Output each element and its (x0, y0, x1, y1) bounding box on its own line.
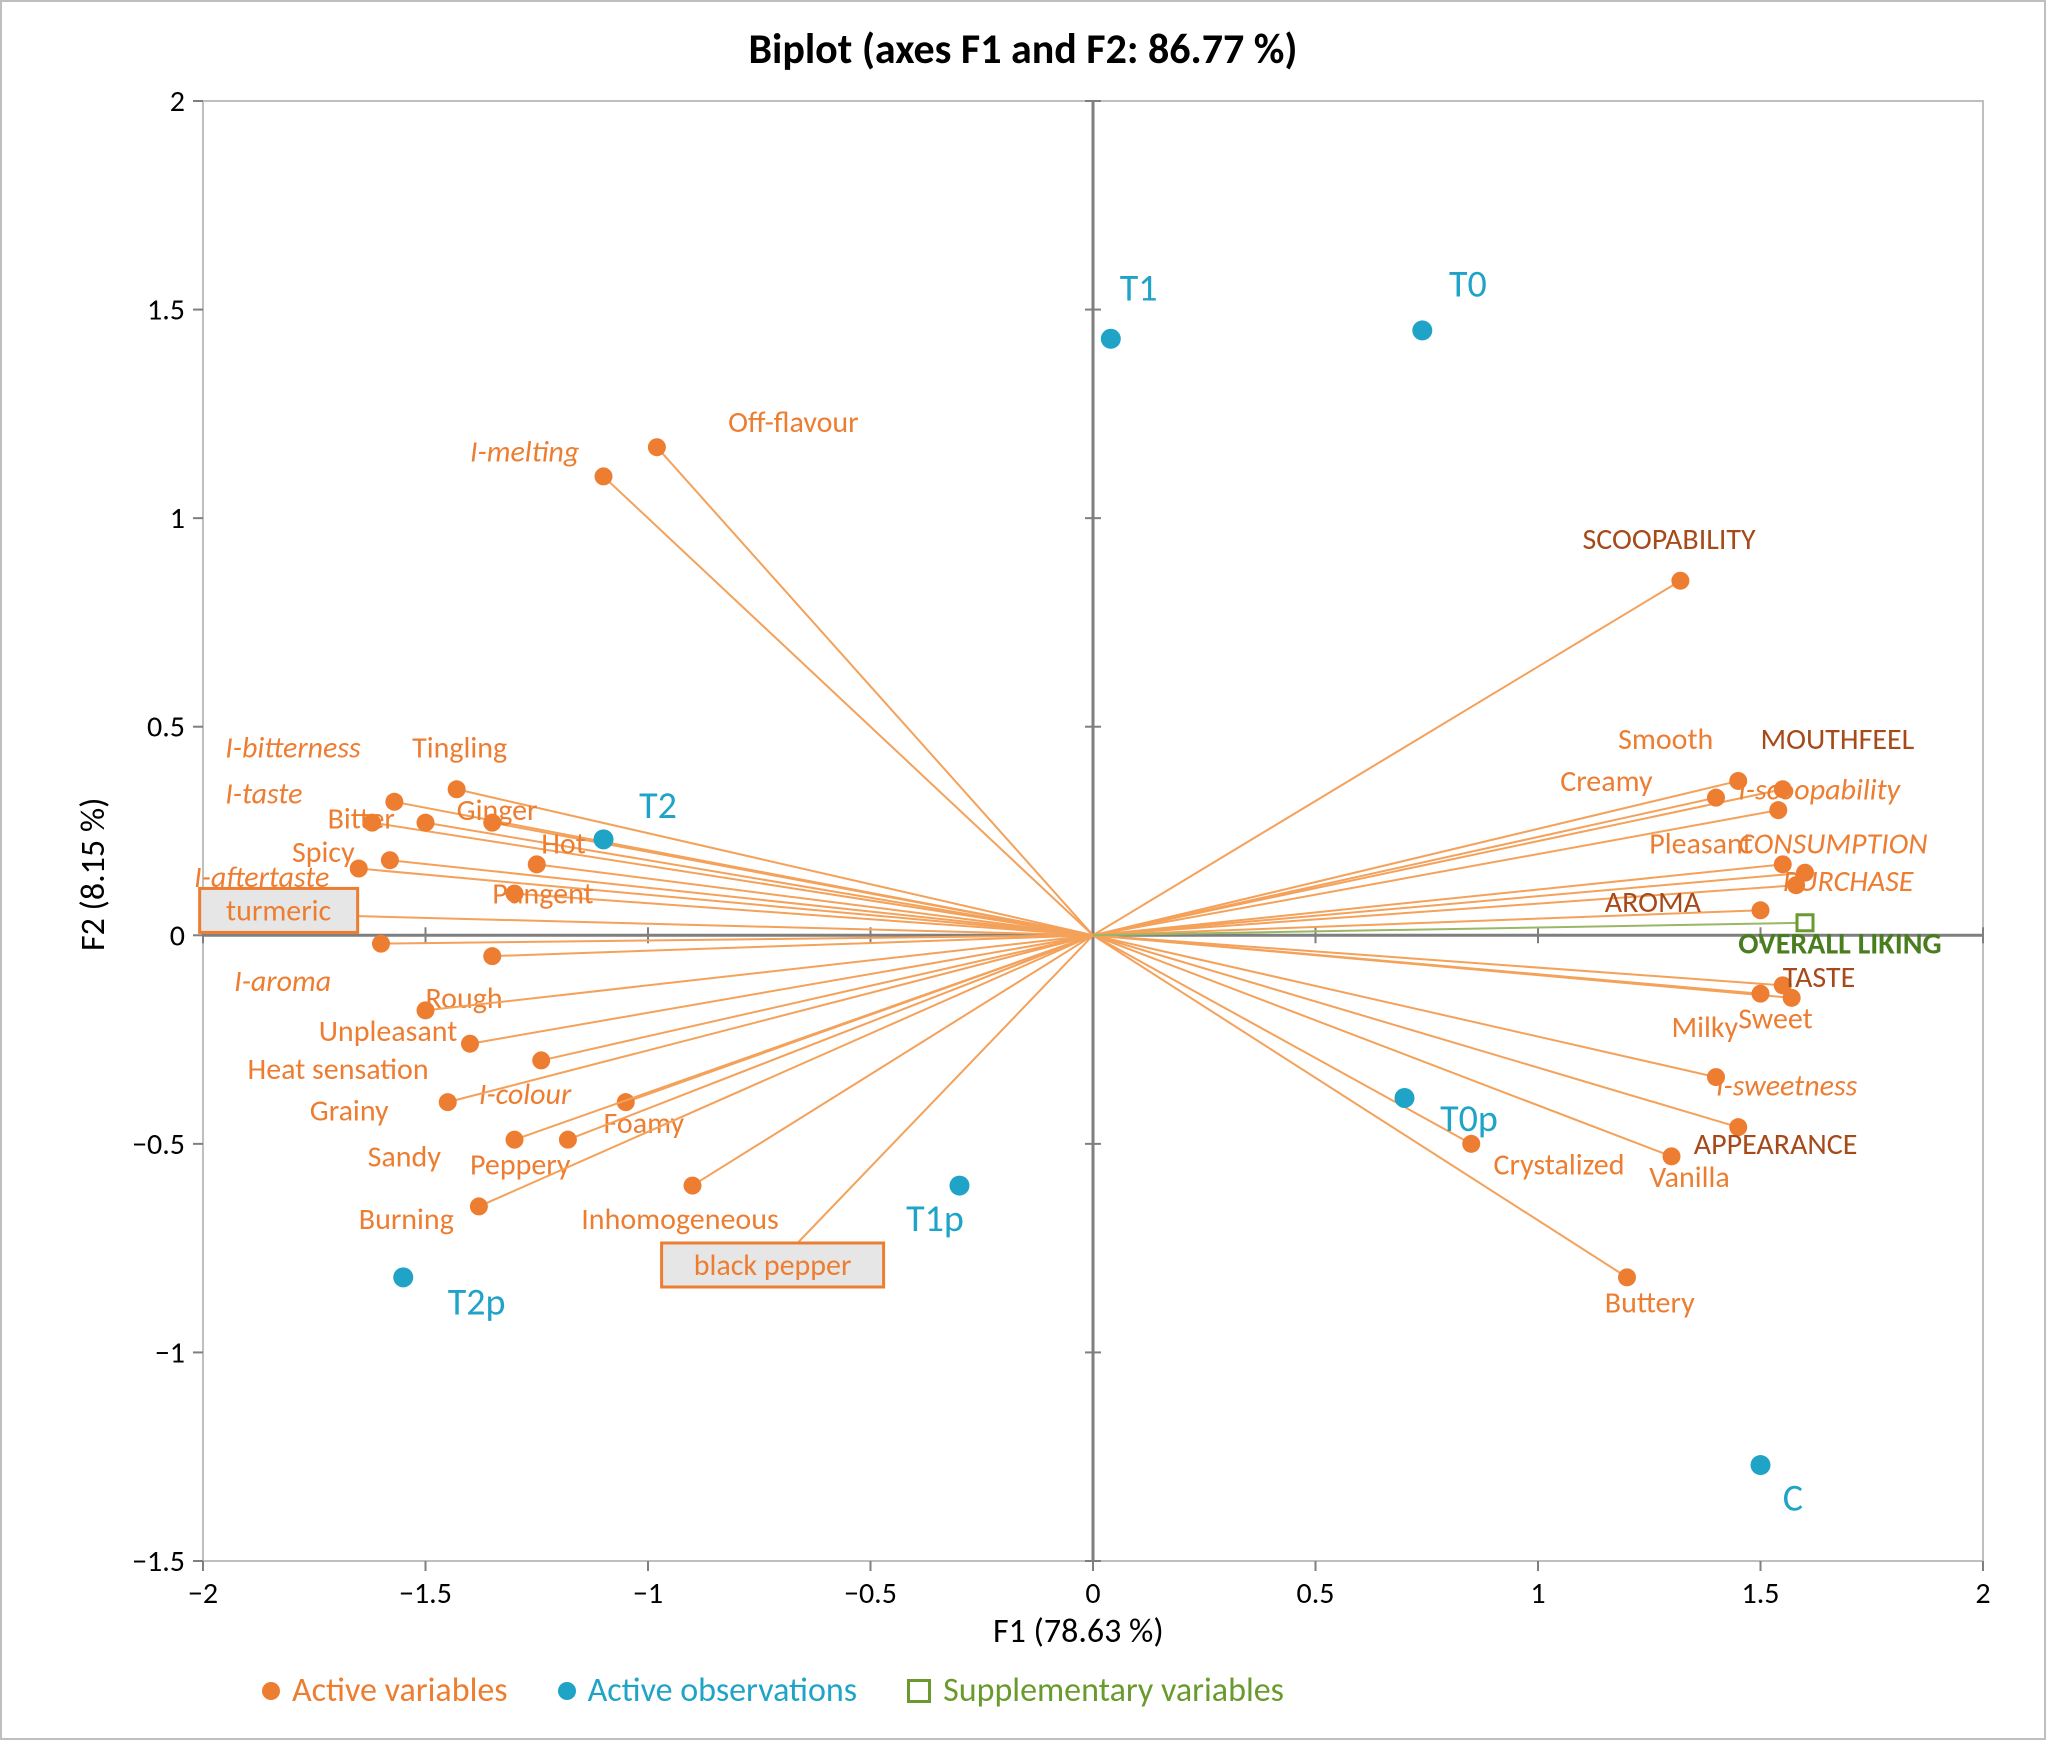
legend-label: Active variables (292, 1670, 508, 1711)
svg-text:I-melting: I-melting (470, 433, 580, 470)
svg-text:PURCHASE: PURCHASE (1783, 863, 1914, 900)
svg-text:−2: −2 (188, 1575, 218, 1612)
svg-text:T0p: T0p (1440, 1096, 1498, 1142)
svg-text:black pepper: black pepper (694, 1247, 852, 1284)
svg-text:T2p: T2p (448, 1279, 506, 1325)
svg-text:1.5: 1.5 (1742, 1575, 1780, 1612)
svg-text:Tingling: Tingling (412, 730, 507, 767)
svg-text:−1: −1 (633, 1575, 663, 1612)
svg-text:0.5: 0.5 (1297, 1575, 1335, 1612)
svg-text:Ginger: Ginger (457, 792, 538, 829)
svg-text:2: 2 (1975, 1575, 1990, 1612)
svg-text:Milky: Milky (1672, 1009, 1739, 1046)
plot-area-wrap: −2−1.5−1−0.500.511.52−1.5−1−0.500.511.52… (43, 81, 2003, 1641)
svg-text:I-aftertaste: I-aftertaste (194, 859, 329, 896)
legend-dot-icon (262, 1682, 280, 1700)
svg-text:Burning: Burning (359, 1201, 454, 1238)
svg-text:Off-flavour: Off-flavour (728, 404, 859, 441)
svg-text:Buttery: Buttery (1605, 1284, 1695, 1321)
svg-text:T0: T0 (1449, 262, 1487, 308)
svg-text:T2: T2 (639, 783, 677, 829)
chart-legend: Active variables Active observations Sup… (262, 1670, 1284, 1711)
legend-item-active-variables: Active variables (262, 1670, 508, 1711)
svg-text:Crystalized: Crystalized (1494, 1147, 1625, 1184)
svg-text:MOUTHFEEL: MOUTHFEEL (1761, 721, 1915, 758)
svg-text:Vanilla: Vanilla (1649, 1159, 1730, 1196)
legend-item-supplementary-variables: Supplementary variables (907, 1670, 1284, 1711)
svg-text:C: C (1783, 1475, 1803, 1521)
svg-text:2: 2 (170, 83, 185, 120)
biplot-svg: −2−1.5−1−0.500.511.52−1.5−1−0.500.511.52… (43, 81, 2003, 1641)
svg-text:0: 0 (170, 917, 185, 954)
svg-text:I-scoopability: I-scoopability (1738, 771, 1901, 808)
legend-item-active-observations: Active observations (558, 1670, 858, 1711)
svg-text:Bitter: Bitter (328, 800, 395, 837)
svg-text:Heat sensation: Heat sensation (248, 1051, 429, 1088)
svg-text:Sweet: Sweet (1738, 1001, 1812, 1038)
svg-text:−0.5: −0.5 (132, 1126, 185, 1163)
svg-text:Pungent: Pungent (492, 876, 593, 913)
svg-text:turmeric: turmeric (226, 892, 332, 929)
svg-text:−1.5: −1.5 (399, 1575, 452, 1612)
svg-text:−1: −1 (155, 1334, 185, 1371)
chart-title: Biplot (axes F1 and F2: 86.77 %) (26, 24, 2020, 75)
svg-text:Sandy: Sandy (368, 1138, 442, 1175)
svg-text:I-taste: I-taste (225, 775, 302, 812)
legend-square-icon (907, 1679, 931, 1703)
svg-text:0: 0 (1085, 1575, 1100, 1612)
svg-text:Inhomogeneous: Inhomogeneous (581, 1201, 779, 1238)
svg-text:−0.5: −0.5 (844, 1575, 897, 1612)
svg-text:Rough: Rough (426, 980, 503, 1017)
svg-text:Smooth: Smooth (1618, 721, 1713, 758)
svg-text:1: 1 (170, 500, 185, 537)
svg-text:I-aroma: I-aroma (234, 963, 331, 1000)
svg-text:T1p: T1p (906, 1196, 964, 1242)
svg-text:T1: T1 (1120, 266, 1158, 312)
svg-text:1: 1 (1530, 1575, 1545, 1612)
legend-label: Active observations (588, 1670, 858, 1711)
svg-text:CONSUMPTION: CONSUMPTION (1738, 826, 1927, 863)
svg-text:AROMA: AROMA (1605, 884, 1702, 921)
svg-text:I-sweetness: I-sweetness (1716, 1067, 1858, 1104)
svg-text:SCOOPABILITY: SCOOPABILITY (1583, 521, 1757, 558)
svg-text:−1.5: −1.5 (132, 1543, 185, 1580)
legend-label: Supplementary variables (943, 1670, 1284, 1711)
y-axis-label: F2 (8.15 %) (73, 798, 114, 951)
svg-text:Grainy: Grainy (310, 1092, 389, 1129)
svg-text:OVERALL LIKING: OVERALL LIKING (1738, 926, 1941, 963)
svg-text:Creamy: Creamy (1560, 763, 1653, 800)
svg-text:Unpleasant: Unpleasant (319, 1013, 458, 1050)
svg-text:Pleasant: Pleasant (1649, 826, 1752, 863)
chart-container: Biplot (axes F1 and F2: 86.77 %) −2−1.5−… (0, 0, 2046, 1740)
svg-text:0.5: 0.5 (147, 709, 185, 746)
svg-text:I-bitterness: I-bitterness (225, 730, 361, 767)
svg-text:1.5: 1.5 (147, 292, 185, 329)
svg-text:APPEARANCE: APPEARANCE (1694, 1126, 1858, 1163)
svg-text:Hot: Hot (541, 826, 586, 863)
x-axis-label: F1 (78.63 %) (993, 1611, 1164, 1652)
svg-text:Peppery: Peppery (470, 1147, 571, 1184)
legend-dot-icon (558, 1682, 576, 1700)
